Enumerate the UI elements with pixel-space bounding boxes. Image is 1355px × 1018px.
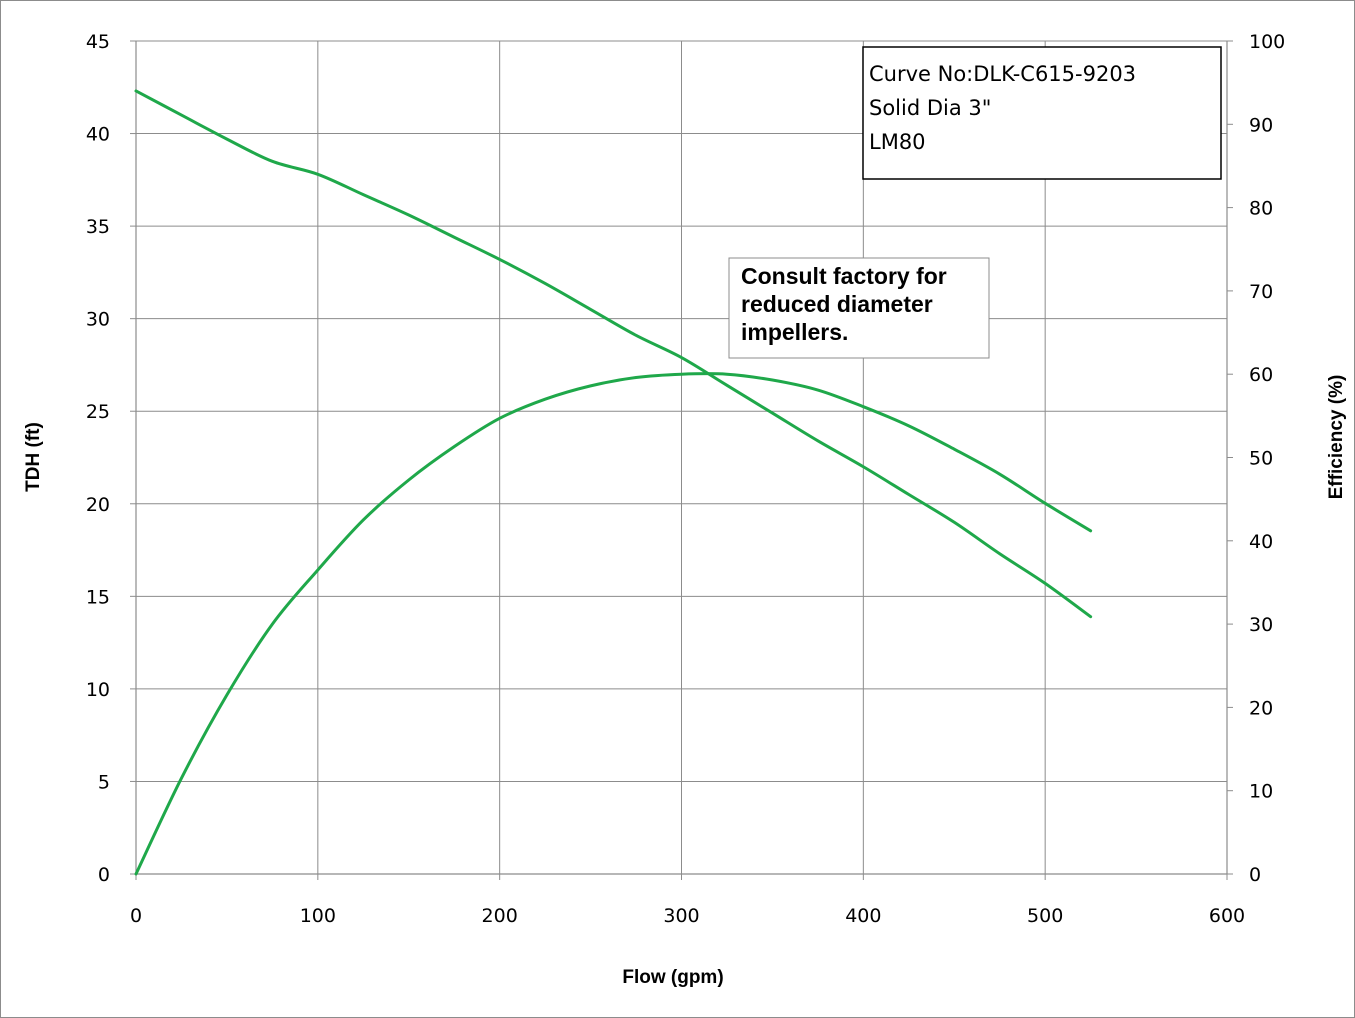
factory-note-line: impellers. xyxy=(741,319,848,345)
y2-tick-label: 10 xyxy=(1249,781,1273,803)
y2-tick-label: 80 xyxy=(1249,198,1273,220)
curve-info-line: Solid Dia 3" xyxy=(869,96,991,120)
y2-tick-label: 60 xyxy=(1249,364,1273,386)
x-tick-label: 100 xyxy=(300,905,336,927)
y2-tick-label: 90 xyxy=(1249,114,1273,136)
y2-tick-label: 70 xyxy=(1249,281,1273,303)
y-tick-label: 20 xyxy=(86,494,110,516)
factory-note-box: Consult factory for reduced diameter imp… xyxy=(729,258,989,358)
x-tick-label: 200 xyxy=(482,905,518,927)
y-tick-label: 45 xyxy=(86,31,110,53)
y2-tick-label: 20 xyxy=(1249,697,1273,719)
curve-info-line: Curve No:DLK-C615-9203 xyxy=(869,62,1136,86)
x-axis-title: Flow (gpm) xyxy=(622,967,723,988)
y-axis-title: TDH (ft) xyxy=(23,422,44,492)
x-tick-label: 400 xyxy=(845,905,881,927)
x-tick-label: 500 xyxy=(1027,905,1063,927)
y-tick-label: 30 xyxy=(86,309,110,331)
y2-tick-label: 100 xyxy=(1249,31,1285,53)
y-tick-label: 25 xyxy=(86,401,110,423)
factory-note-line: Consult factory for xyxy=(741,263,947,289)
curve-info-box: Curve No:DLK-C615-9203 Solid Dia 3" LM80 xyxy=(863,47,1221,179)
y2-tick-label: 40 xyxy=(1249,531,1273,553)
x-tick-label: 300 xyxy=(663,905,699,927)
efficiency-curve xyxy=(136,374,1091,874)
y2-tick-label: 50 xyxy=(1249,448,1273,470)
y-tick-label: 10 xyxy=(86,679,110,701)
curve-info-line: LM80 xyxy=(869,130,926,154)
y-tick-label: 35 xyxy=(86,216,110,238)
series-layer xyxy=(136,91,1091,874)
factory-note-line: reduced diameter xyxy=(741,291,933,317)
y-tick-label: 15 xyxy=(86,586,110,608)
y-tick-label: 0 xyxy=(98,864,110,886)
y-tick-label: 5 xyxy=(98,771,110,793)
x-tick-label: 0 xyxy=(130,905,142,927)
y2-axis-title: Efficiency (%) xyxy=(1326,375,1347,500)
x-tick-label: 600 xyxy=(1209,905,1245,927)
y-tick-label: 40 xyxy=(86,124,110,146)
y2-tick-label: 30 xyxy=(1249,614,1273,636)
y2-tick-label: 0 xyxy=(1249,864,1261,886)
